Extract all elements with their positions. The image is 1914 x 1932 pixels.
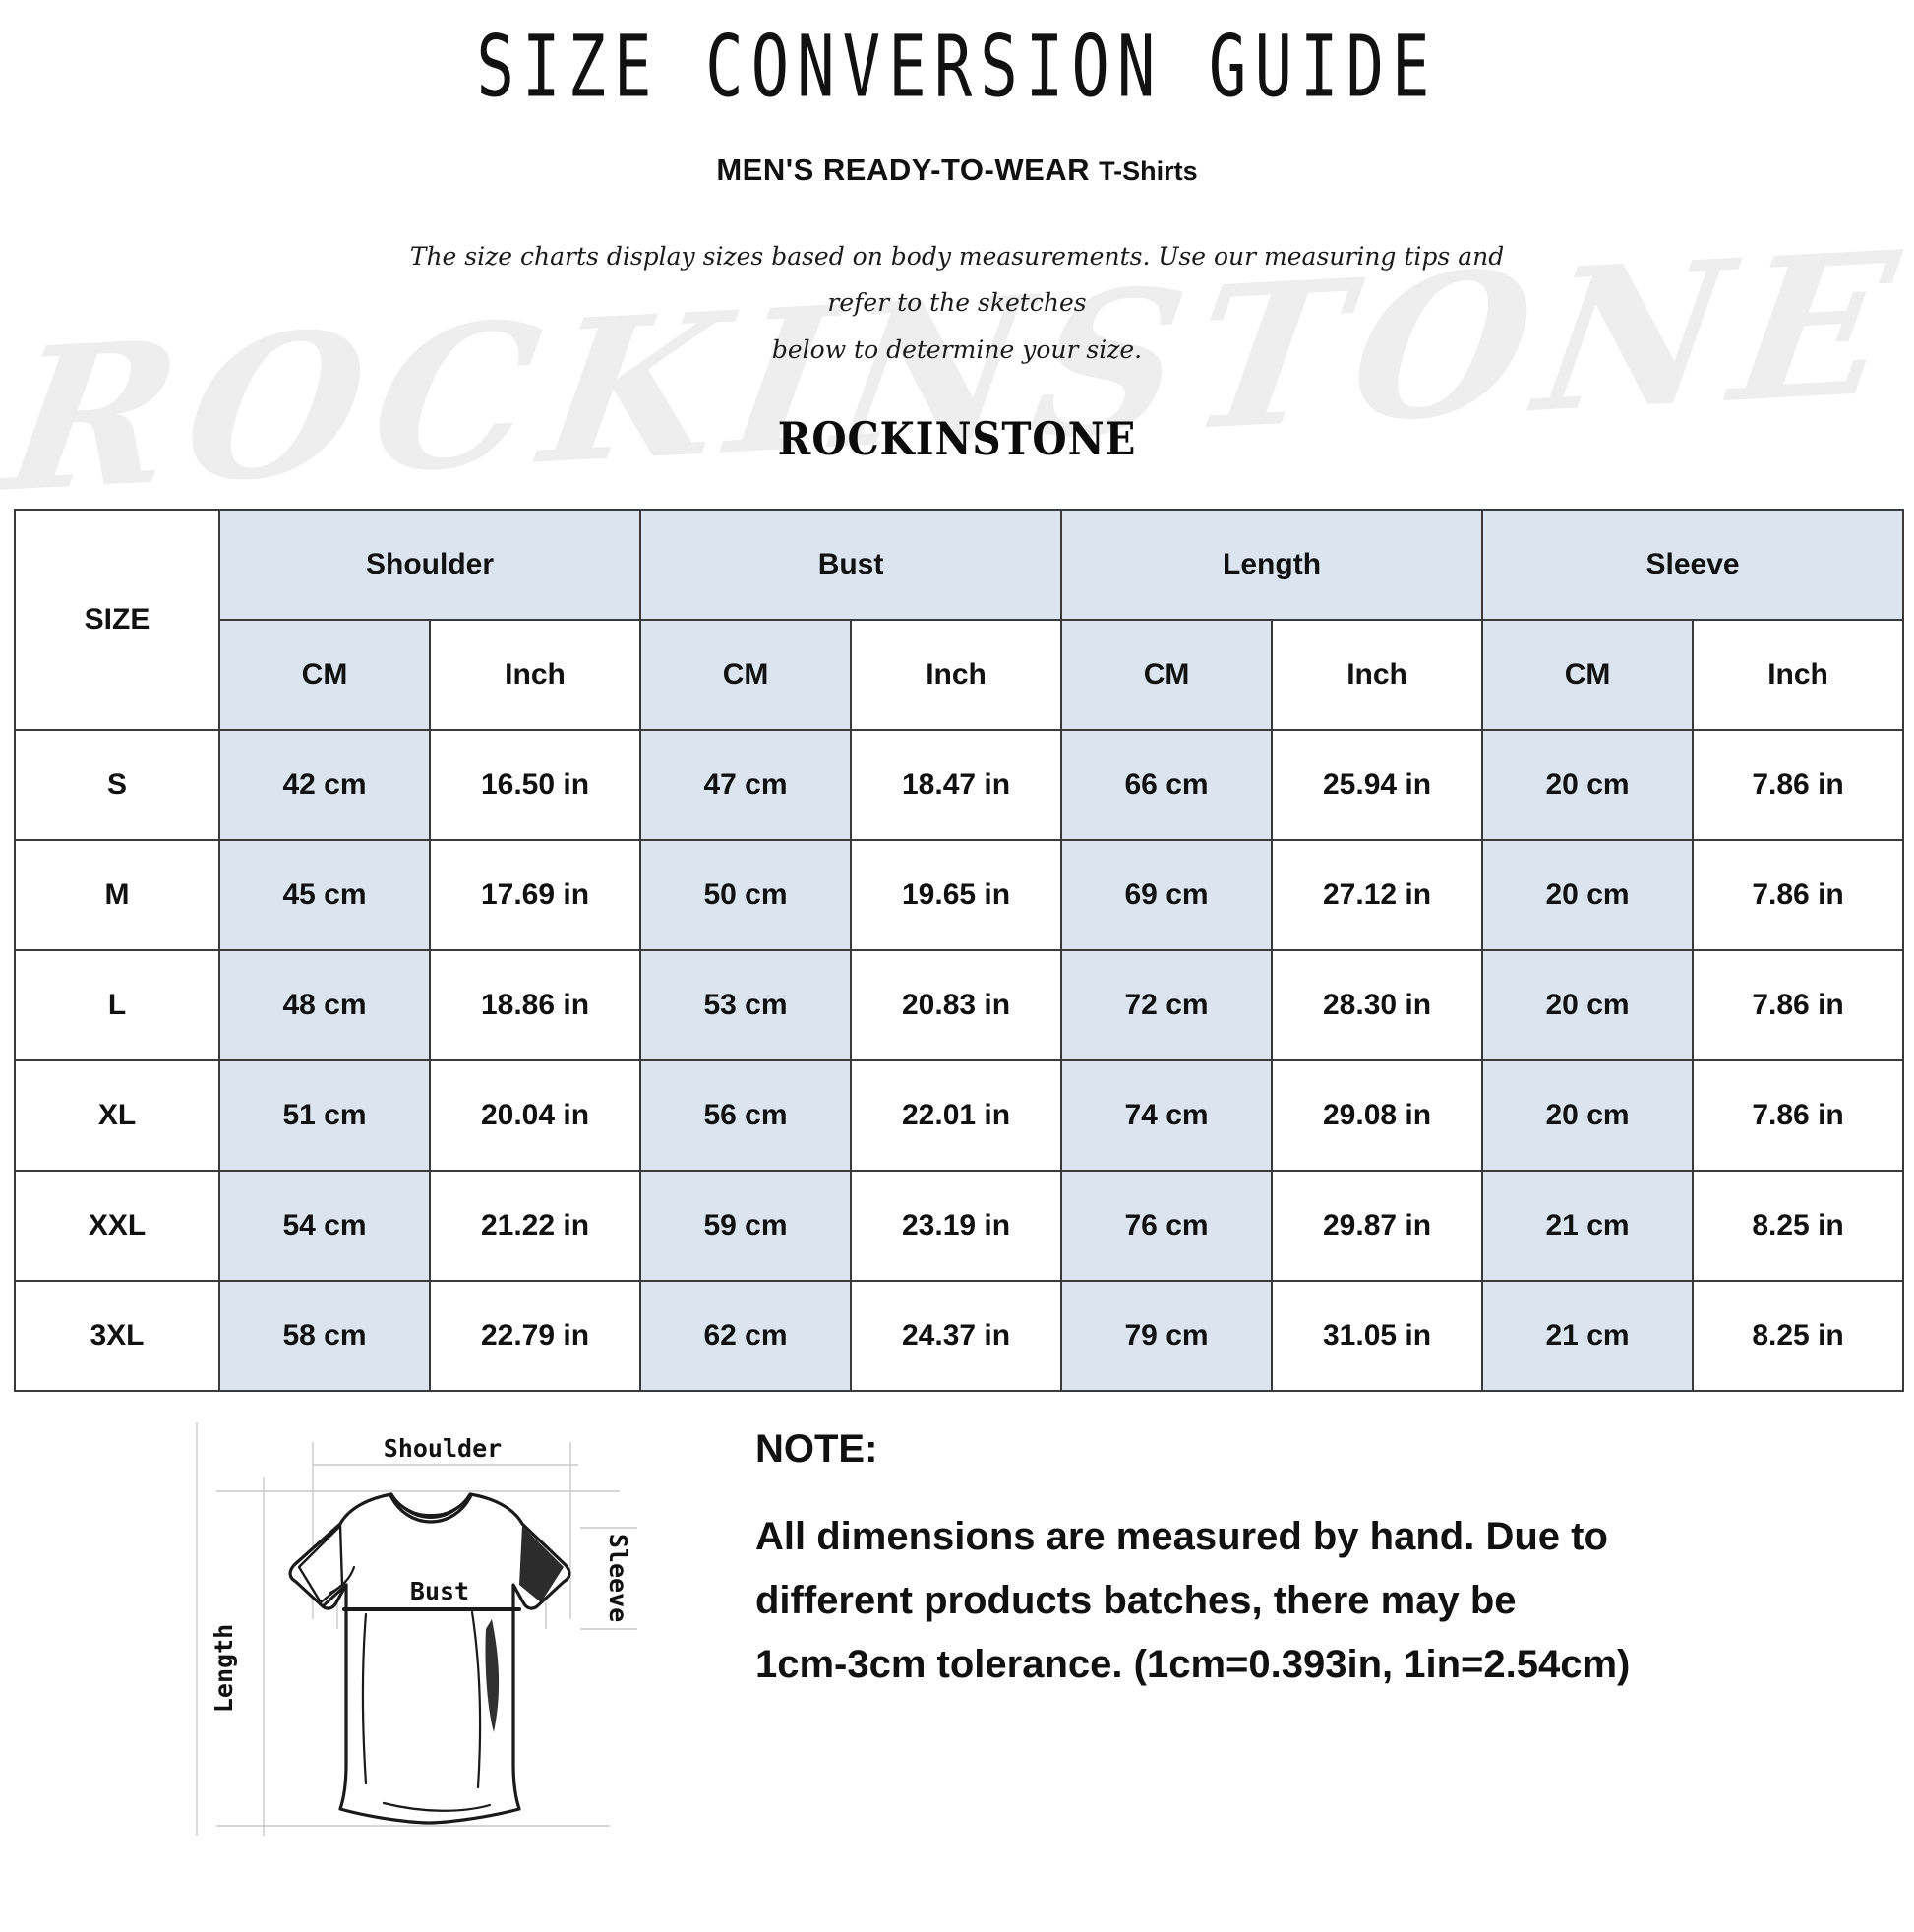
cell-shoulder-inch: 21.22 in <box>428 1170 642 1283</box>
cell-bust-cm: 62 cm <box>639 1280 853 1393</box>
intro-line-2: below to determine your size. <box>771 334 1143 364</box>
cell-sleeve-inch: 7.86 in <box>1692 949 1905 1062</box>
note-block: NOTE: All dimensions are measured by han… <box>755 1427 1896 1696</box>
table-body: S 42 cm 16.50 in 47 cm 18.47 in 66 cm 25… <box>14 729 1905 1393</box>
cell-size: XXL <box>14 1170 220 1283</box>
size-conversion-table: SIZE Shoulder Bust Length Sleeve CM Inch… <box>14 509 1905 1393</box>
cell-size: XL <box>14 1059 220 1173</box>
header-group-shoulder: Shoulder <box>217 509 642 622</box>
cell-shoulder-cm: 51 cm <box>218 1059 431 1173</box>
page-subtitle: MEN'S READY-TO-WEAR T-Shirts <box>0 152 1914 188</box>
cell-shoulder-cm: 42 cm <box>218 729 431 842</box>
cell-size: S <box>14 729 220 842</box>
intro-line-1: The size charts display sizes based on b… <box>409 241 1505 318</box>
cell-sleeve-cm: 21 cm <box>1481 1280 1695 1393</box>
header-unit-shoulder-cm: CM <box>218 619 431 732</box>
table-row: M 45 cm 17.69 in 50 cm 19.65 in 69 cm 27… <box>14 839 1905 952</box>
table-group-header-row: SIZE Shoulder Bust Length Sleeve <box>14 509 1905 732</box>
sketch-label-sleeve: Sleeve <box>604 1534 632 1622</box>
cell-sleeve-cm: 20 cm <box>1481 949 1695 1062</box>
cell-sleeve-inch: 8.25 in <box>1692 1280 1905 1393</box>
cell-length-cm: 74 cm <box>1060 1059 1274 1173</box>
cell-shoulder-inch: 16.50 in <box>428 729 642 842</box>
cell-bust-cm: 59 cm <box>639 1170 853 1283</box>
cell-shoulder-inch: 22.79 in <box>428 1280 642 1393</box>
cell-bust-cm: 50 cm <box>639 839 853 952</box>
cell-bust-cm: 53 cm <box>639 949 853 1062</box>
cell-sleeve-cm: 20 cm <box>1481 839 1695 952</box>
cell-length-inch: 27.12 in <box>1271 839 1484 952</box>
note-line-1: All dimensions are measured by hand. Due… <box>755 1515 1608 1559</box>
cell-shoulder-inch: 18.86 in <box>428 949 642 1062</box>
cell-length-inch: 25.94 in <box>1271 729 1484 842</box>
cell-sleeve-cm: 20 cm <box>1481 729 1695 842</box>
header-group-bust: Bust <box>639 509 1063 622</box>
cell-bust-cm: 47 cm <box>639 729 853 842</box>
cell-length-cm: 66 cm <box>1060 729 1274 842</box>
cell-shoulder-cm: 54 cm <box>218 1170 431 1283</box>
header-unit-length-cm: CM <box>1060 619 1274 732</box>
cell-size: 3XL <box>14 1280 220 1393</box>
sketch-label-length: Length <box>209 1624 238 1713</box>
intro-paragraph: The size charts display sizes based on b… <box>391 233 1523 374</box>
header-size: SIZE <box>14 509 220 732</box>
subtitle-category: MEN'S READY-TO-WEAR <box>716 151 1091 187</box>
tshirt-measurement-diagram: Shoulder Bust Length Sleeve <box>148 1418 639 1841</box>
cell-shoulder-cm: 45 cm <box>218 839 431 952</box>
table-row: XL 51 cm 20.04 in 56 cm 22.01 in 74 cm 2… <box>14 1059 1905 1173</box>
cell-bust-inch: 19.65 in <box>850 839 1063 952</box>
header-group-length: Length <box>1060 509 1484 622</box>
cell-length-cm: 76 cm <box>1060 1170 1274 1283</box>
cell-bust-cm: 56 cm <box>639 1059 853 1173</box>
header-unit-bust-cm: CM <box>639 619 853 732</box>
cell-length-cm: 69 cm <box>1060 839 1274 952</box>
table-unit-header-row: CM Inch CM Inch CM Inch CM Inch <box>15 619 1905 732</box>
table-row: L 48 cm 18.86 in 53 cm 20.83 in 72 cm 28… <box>14 949 1905 1062</box>
cell-shoulder-cm: 58 cm <box>218 1280 431 1393</box>
cell-bust-inch: 23.19 in <box>850 1170 1063 1283</box>
page-title: SIZE CONVERSION GUIDE <box>476 19 1438 118</box>
header-unit-bust-inch: Inch <box>850 619 1063 732</box>
cell-length-inch: 28.30 in <box>1271 949 1484 1062</box>
header-unit-length-inch: Inch <box>1271 619 1484 732</box>
brand-name: ROCKINSTONE <box>777 412 1137 466</box>
table-row: 3XL 58 cm 22.79 in 62 cm 24.37 in 79 cm … <box>14 1280 1905 1393</box>
sketch-label-bust: Bust <box>410 1577 469 1605</box>
cell-bust-inch: 22.01 in <box>850 1059 1063 1173</box>
note-heading: NOTE: <box>755 1427 878 1472</box>
cell-shoulder-inch: 17.69 in <box>428 839 642 952</box>
cell-size: M <box>14 839 220 952</box>
note-line-3: 1cm-3cm tolerance. (1cm=0.393in, 1in=2.5… <box>755 1642 1631 1686</box>
cell-shoulder-cm: 48 cm <box>218 949 431 1062</box>
cell-sleeve-inch: 7.86 in <box>1692 729 1905 842</box>
cell-bust-inch: 24.37 in <box>850 1280 1063 1393</box>
table-row: XXL 54 cm 21.22 in 59 cm 23.19 in 76 cm … <box>14 1170 1905 1283</box>
cell-length-inch: 31.05 in <box>1271 1280 1484 1393</box>
cell-sleeve-inch: 8.25 in <box>1692 1170 1905 1283</box>
header-unit-sleeve-inch: Inch <box>1692 619 1905 732</box>
size-chart-page: ROCKINSTONE SIZE CONVERSION GUIDE MEN'S … <box>0 18 1914 1932</box>
cell-sleeve-cm: 21 cm <box>1481 1170 1695 1283</box>
subtitle-product: T-Shirts <box>1099 155 1198 186</box>
sketch-label-shoulder: Shoulder <box>384 1434 502 1463</box>
note-line-2: different products batches, there may be <box>755 1579 1517 1623</box>
cell-sleeve-inch: 7.86 in <box>1692 1059 1905 1173</box>
page-content: SIZE CONVERSION GUIDE MEN'S READY-TO-WEA… <box>0 18 1914 1837</box>
header-unit-shoulder-inch: Inch <box>428 619 642 732</box>
bottom-section: Shoulder Bust Length Sleeve NOTE: All di… <box>0 1418 1914 1837</box>
cell-length-cm: 72 cm <box>1060 949 1274 1062</box>
cell-size: L <box>14 949 220 1062</box>
cell-bust-inch: 18.47 in <box>850 729 1063 842</box>
cell-sleeve-cm: 20 cm <box>1481 1059 1695 1173</box>
cell-length-inch: 29.08 in <box>1271 1059 1484 1173</box>
header-unit-sleeve-cm: CM <box>1481 619 1695 732</box>
cell-length-cm: 79 cm <box>1060 1280 1274 1393</box>
table-row: S 42 cm 16.50 in 47 cm 18.47 in 66 cm 25… <box>14 729 1905 842</box>
cell-length-inch: 29.87 in <box>1271 1170 1484 1283</box>
cell-sleeve-inch: 7.86 in <box>1692 839 1905 952</box>
cell-shoulder-inch: 20.04 in <box>428 1059 642 1173</box>
header-group-sleeve: Sleeve <box>1481 509 1905 622</box>
cell-bust-inch: 20.83 in <box>850 949 1063 1062</box>
